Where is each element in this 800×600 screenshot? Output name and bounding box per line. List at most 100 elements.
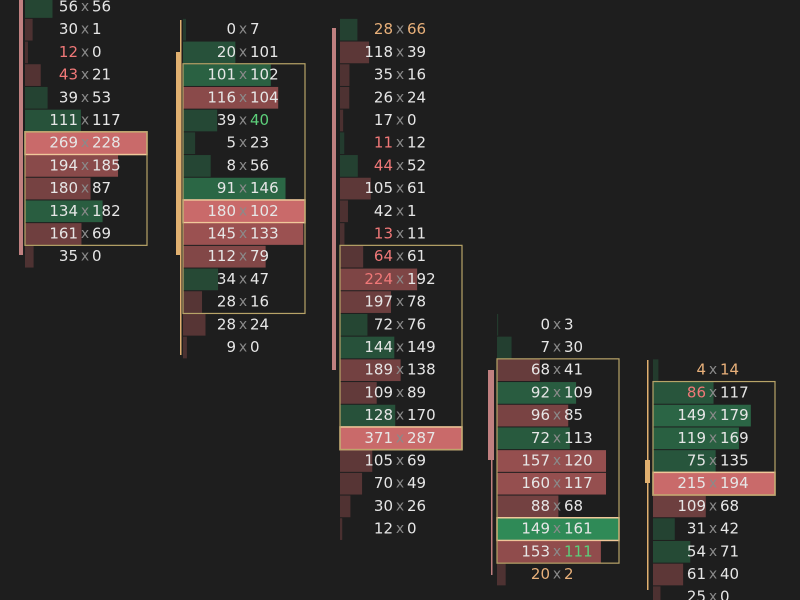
candle-body (488, 370, 494, 460)
ask-volume: 47 (250, 270, 269, 288)
volume-bar (497, 404, 569, 427)
volume-bar (183, 313, 206, 336)
bid-volume: 56 (59, 0, 78, 16)
separator: x (553, 317, 561, 333)
volume-bar (497, 495, 559, 518)
separator: x (396, 226, 404, 242)
ask-volume: 161 (564, 520, 593, 538)
bid-volume: 75 (687, 452, 706, 470)
volume-bar (653, 495, 706, 518)
separator: x (396, 44, 404, 60)
volume-bar (340, 223, 345, 245)
volume-bar (340, 268, 418, 291)
volume-bar (183, 245, 266, 268)
ask-volume: 0 (92, 247, 102, 265)
bid-volume: 39 (59, 88, 78, 106)
bid-volume: 5 (226, 134, 236, 152)
separator: x (239, 113, 247, 129)
ask-volume: 49 (407, 474, 426, 492)
bid-volume: 134 (49, 202, 78, 220)
bid-volume: 371 (364, 429, 393, 447)
ask-volume: 194 (720, 474, 749, 492)
volume-bar (340, 472, 363, 495)
volume-bar (497, 336, 512, 359)
separator: x (396, 294, 404, 310)
ask-volume: 76 (407, 315, 426, 333)
bid-volume: 92 (531, 383, 550, 401)
ask-volume: 182 (92, 202, 121, 220)
separator: x (396, 317, 404, 333)
separator: x (709, 521, 717, 537)
bid-volume: 149 (677, 406, 706, 424)
ask-volume: 89 (407, 383, 426, 401)
ask-volume: 24 (407, 88, 426, 106)
separator: x (396, 498, 404, 514)
volume-bar (340, 518, 343, 540)
separator: x (396, 249, 404, 265)
candle-body (332, 28, 336, 370)
volume-bar (183, 109, 218, 132)
volume-bar (183, 41, 236, 64)
bid-volume: 28 (217, 315, 236, 333)
bid-volume: 7 (540, 338, 550, 356)
volume-bar (497, 540, 601, 563)
separator: x (81, 135, 89, 151)
separator: x (396, 158, 404, 174)
volume-bar (340, 382, 377, 404)
bid-volume: 101 (207, 66, 236, 84)
bid-volume: 17 (374, 111, 393, 129)
ask-volume: 149 (407, 338, 436, 356)
ask-volume: 85 (564, 406, 583, 424)
bid-volume: 12 (374, 520, 393, 538)
ask-volume: 39 (407, 43, 426, 61)
separator: x (396, 271, 404, 287)
volume-bar (183, 155, 211, 177)
ask-volume: 101 (250, 43, 279, 61)
separator: x (239, 135, 247, 151)
ask-volume: 0 (250, 338, 260, 356)
volume-bar (340, 18, 358, 41)
volume-bar (183, 223, 304, 245)
ask-volume: 69 (92, 225, 111, 243)
volume-bar (340, 336, 395, 359)
bid-volume: 28 (217, 293, 236, 311)
ask-volume: 56 (92, 0, 111, 16)
ask-volume: 185 (92, 156, 121, 174)
volume-bar (653, 382, 714, 404)
separator: x (81, 249, 89, 265)
bid-volume: 28 (374, 20, 393, 38)
separator: x (239, 22, 247, 38)
bid-volume: 88 (531, 497, 550, 515)
separator: x (709, 498, 717, 514)
separator: x (709, 567, 717, 583)
separator: x (396, 181, 404, 197)
separator: x (553, 476, 561, 492)
separator: x (709, 408, 717, 424)
volume-bar (340, 109, 344, 132)
separator: x (709, 476, 717, 492)
separator: x (396, 340, 404, 356)
volume-bar (497, 382, 577, 404)
volume-bar (25, 109, 81, 132)
bid-volume: 0 (540, 315, 550, 333)
value-area (182, 63, 306, 315)
volume-bar (340, 132, 345, 155)
volume-bar (653, 586, 661, 600)
separator: x (81, 90, 89, 106)
separator: x (239, 67, 247, 83)
separator: x (553, 544, 561, 560)
separator: x (396, 135, 404, 151)
bid-volume: 30 (59, 20, 78, 38)
volume-bar (25, 64, 41, 86)
separator: x (553, 567, 561, 583)
separator: x (396, 90, 404, 106)
bid-volume: 86 (687, 383, 706, 401)
volume-bar (340, 64, 350, 86)
separator: x (81, 226, 89, 242)
bid-volume: 112 (207, 247, 236, 265)
volume-bar (653, 540, 691, 563)
bid-volume: 31 (687, 520, 706, 538)
ask-volume: 170 (407, 406, 436, 424)
ask-volume: 87 (92, 179, 111, 197)
